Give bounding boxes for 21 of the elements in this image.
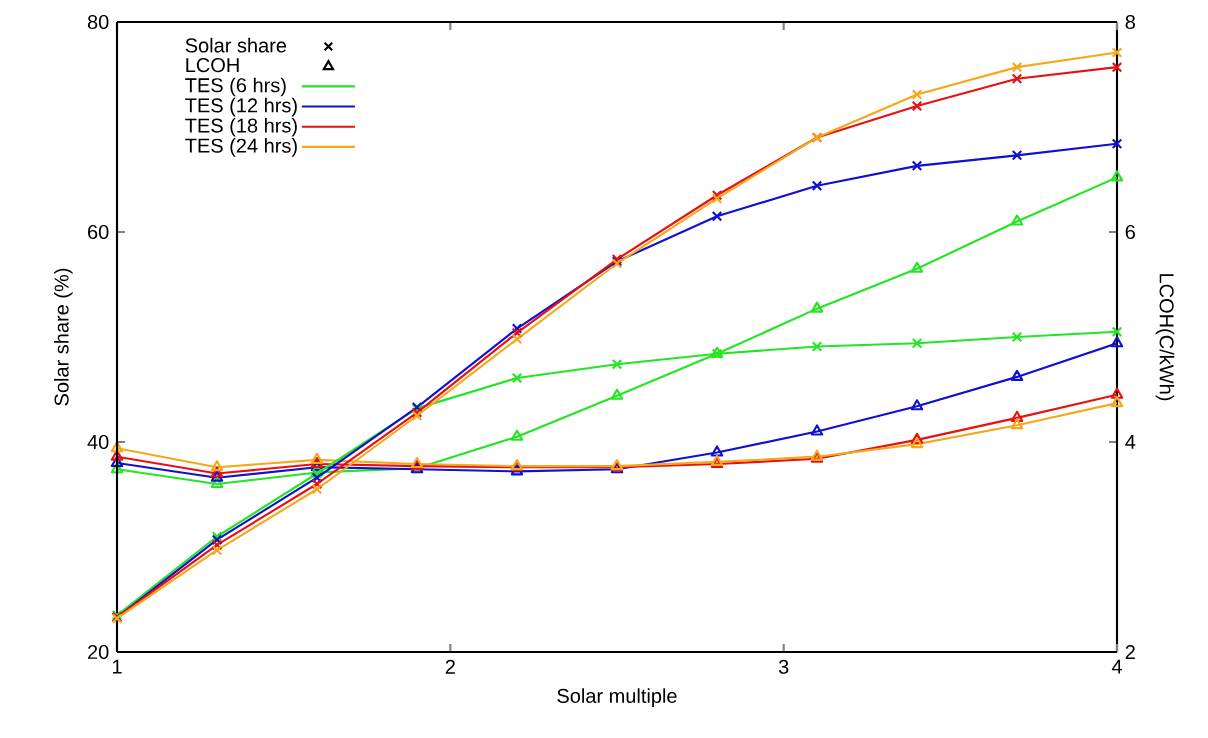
y-tick-label: 20 [88, 644, 109, 660]
y-tick-label: 80 [87, 14, 109, 30]
y-tick-label: 40 [87, 434, 109, 450]
legend-label: TES (6 hrs) [185, 77, 286, 97]
y2-tick-label: 6 [1125, 224, 1135, 240]
legend-label: TES (24 hrs) [185, 138, 297, 157]
x-axis-title: Solar multiple [557, 688, 677, 707]
y2-tick-label: 2 [1125, 645, 1135, 659]
y-tick-label: 60 [88, 224, 109, 240]
legend-label: TES (18 hrs) [185, 117, 297, 137]
y-axis-title: Solar share (%) [54, 268, 73, 406]
y2-axis-title: LCOH(C/kWh) [1155, 274, 1175, 401]
y2-tick-label: 8 [1125, 14, 1135, 30]
y2-tick-label: 4 [1125, 435, 1136, 449]
legend-label: TES (12 hrs) [185, 97, 297, 117]
annotation: LCOH [186, 58, 239, 73]
x-tick-label: 1 [112, 659, 122, 674]
annotation: Solar share [185, 37, 287, 53]
x-tick-label: 2 [445, 659, 455, 674]
x-tick-label: 3 [778, 659, 789, 674]
x-tick-label: 4 [1111, 659, 1122, 674]
